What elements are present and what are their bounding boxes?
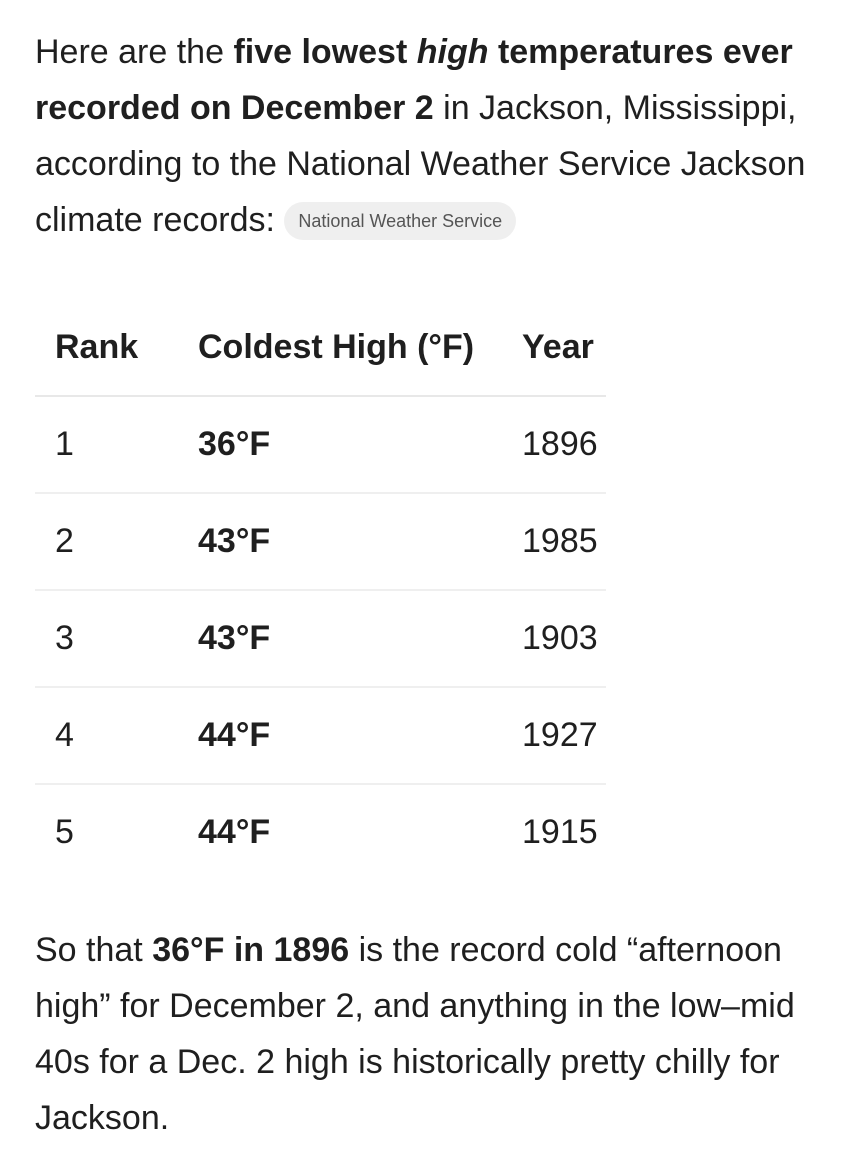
text-run: high bbox=[416, 33, 489, 71]
column-header: Year bbox=[502, 300, 606, 397]
source-chip[interactable]: National Weather Service bbox=[284, 202, 517, 240]
column-header: Coldest High (°F) bbox=[178, 300, 502, 397]
column-header: Rank bbox=[35, 300, 178, 397]
table-cell: 1 bbox=[35, 396, 178, 494]
table-cell: 5 bbox=[55, 813, 74, 851]
text-run: five lowest bbox=[233, 33, 417, 71]
table-cell: 1985 bbox=[502, 493, 606, 591]
table-row: 1 36°F 1896 bbox=[35, 396, 606, 494]
table-cell: 1927 bbox=[502, 687, 606, 785]
table-row: 3 43°F 1903 bbox=[35, 590, 606, 688]
table-cell: 43°F bbox=[178, 590, 502, 688]
table-cell: 1903 bbox=[502, 590, 606, 688]
table-cell: 3 bbox=[35, 590, 178, 688]
text-run: temperatures ever recorded on December 2 bbox=[35, 33, 803, 127]
text-run: is the record cold “afternoon high” for … bbox=[35, 931, 805, 1137]
table-cell: 43°F bbox=[178, 493, 502, 591]
records-table: Rank Coldest High (°F) Year 1 36°F 1896 2 43°F… bbox=[35, 300, 606, 880]
text-run: 36°F in 1896 bbox=[152, 931, 350, 969]
table-cell: 36°F bbox=[178, 396, 502, 494]
table-cell: 2 bbox=[35, 493, 178, 591]
text-run: Here are the bbox=[35, 33, 234, 71]
table-body: 1 36°F 1896 2 43°F 1985 3 43°F 1903 4 44°F 1927 5 44°… bbox=[35, 396, 606, 880]
table-row: 5 44°F 1915 bbox=[35, 784, 606, 880]
outro-paragraph: So that 36°F in 1896 is the record cold … bbox=[35, 922, 835, 1146]
table-cell: 4 bbox=[35, 687, 178, 785]
table-cell: 44°F bbox=[178, 687, 502, 785]
table-row: 4 44°F 1927 bbox=[35, 687, 606, 785]
header-row: Rank Coldest High (°F) Year bbox=[35, 300, 606, 397]
text-run: So that bbox=[35, 931, 153, 969]
text-run: in Jackson, Mississippi, according to th… bbox=[35, 89, 815, 239]
table-cell: 1896 bbox=[502, 396, 606, 494]
intro-paragraph: Here are the five lowest high temperatur… bbox=[35, 24, 835, 248]
table-cell: 1915 bbox=[522, 813, 598, 851]
table-cell: 44°F bbox=[198, 813, 271, 851]
table-row: 2 43°F 1985 bbox=[35, 493, 606, 591]
